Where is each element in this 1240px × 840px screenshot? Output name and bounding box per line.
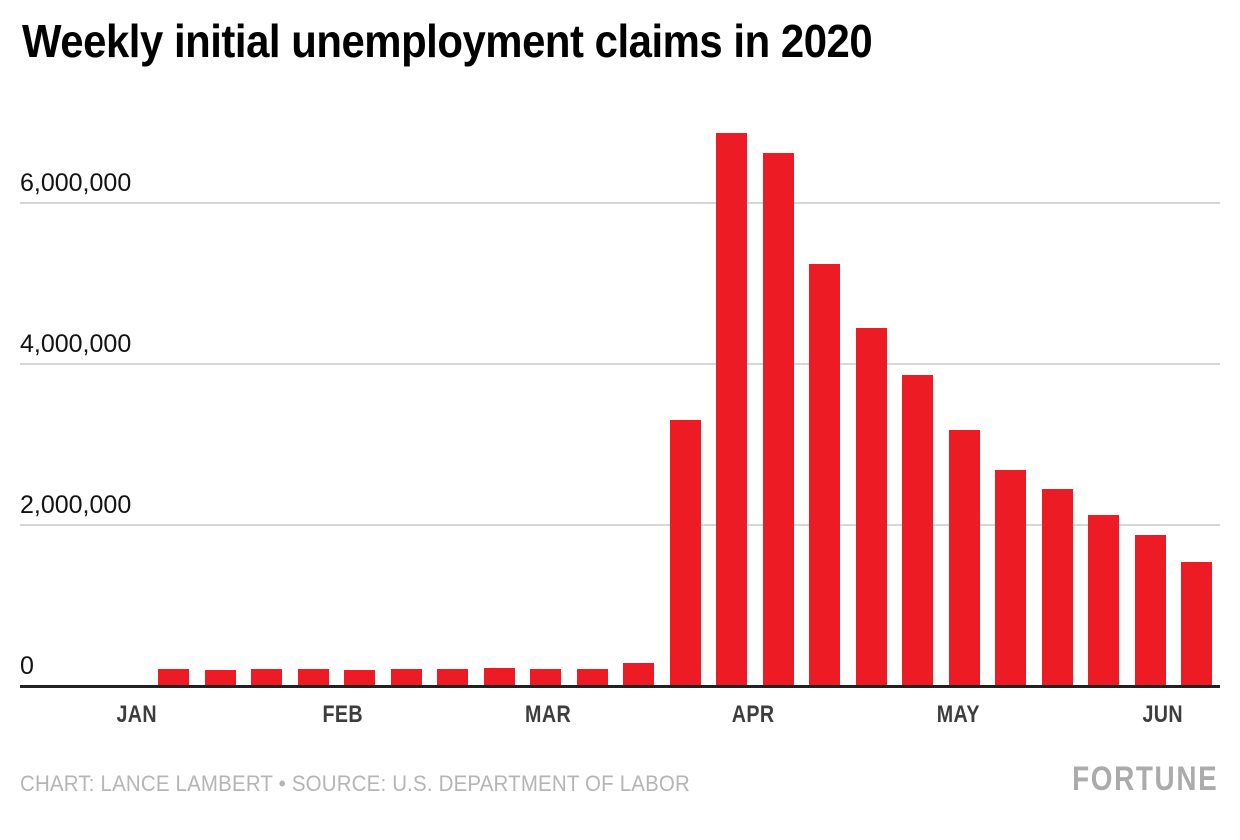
bar <box>298 669 329 686</box>
month-label: JAN <box>116 701 158 728</box>
month-label: APR <box>731 701 775 728</box>
gridline <box>20 524 1220 526</box>
month-label: JUN <box>1142 701 1184 728</box>
bar <box>251 669 282 686</box>
bar <box>484 668 515 686</box>
bar <box>1042 489 1073 686</box>
bar <box>995 470 1026 686</box>
bar <box>344 670 375 686</box>
gridline <box>20 202 1220 204</box>
bar <box>391 669 422 686</box>
y-tick-label: 2,000,000 <box>20 491 132 519</box>
month-label: MAR <box>524 701 572 728</box>
fortune-logo: FORTUNE <box>1071 760 1218 798</box>
bar <box>809 264 840 686</box>
bar <box>205 670 236 686</box>
bar <box>577 669 608 686</box>
month-label: MAY <box>936 701 980 728</box>
bar <box>1181 562 1212 686</box>
bar <box>623 663 654 686</box>
y-tick-label: 0 <box>20 652 34 680</box>
chart-title: Weekly initial unemployment claims in 20… <box>22 15 873 67</box>
y-tick-label: 6,000,000 <box>20 169 132 197</box>
bar <box>1088 515 1119 686</box>
bar <box>670 420 701 686</box>
gridline <box>20 363 1220 365</box>
bar <box>763 153 794 686</box>
bar <box>949 430 980 686</box>
bar <box>856 328 887 686</box>
credit-line: CHART: LANCE LAMBERT • SOURCE: U.S. DEPA… <box>20 771 690 796</box>
bar <box>530 669 561 686</box>
bar <box>437 669 468 686</box>
bar <box>902 375 933 686</box>
bar <box>716 133 747 686</box>
bar <box>158 669 189 686</box>
month-label: FEB <box>322 701 364 728</box>
y-tick-label: 4,000,000 <box>20 330 132 358</box>
bar <box>1135 535 1166 686</box>
x-axis-line <box>20 685 1220 688</box>
